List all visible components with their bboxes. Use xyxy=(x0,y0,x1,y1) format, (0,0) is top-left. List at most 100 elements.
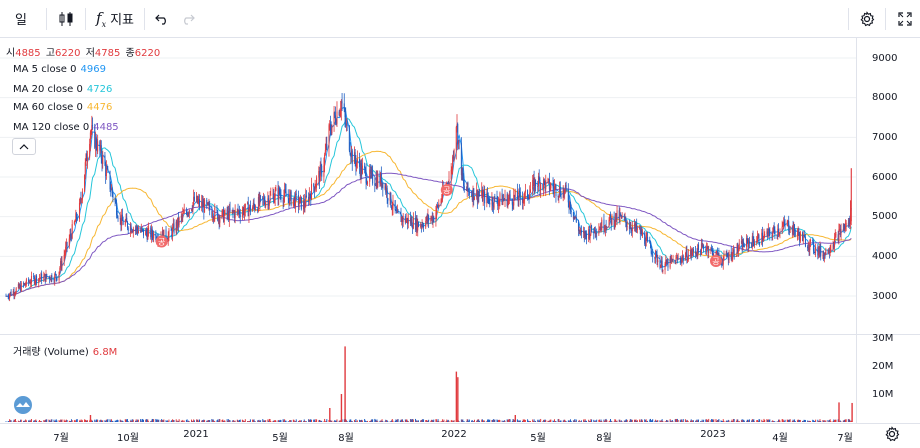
candle-body xyxy=(99,141,101,151)
candle-body xyxy=(81,199,83,201)
candle-body xyxy=(219,218,221,223)
volume-bar xyxy=(391,419,393,422)
candle-body xyxy=(387,198,389,201)
volume-bar xyxy=(386,420,388,422)
tradingview-logo-icon[interactable] xyxy=(12,396,34,414)
volume-bar xyxy=(675,418,677,422)
volume-bar xyxy=(715,419,717,422)
candle-body xyxy=(426,216,428,222)
candle-body xyxy=(91,125,93,132)
candle-body xyxy=(452,156,454,159)
candle-body xyxy=(421,224,423,227)
volume-bar xyxy=(558,418,560,422)
volume-bar xyxy=(851,402,853,422)
volume-bar xyxy=(519,420,521,422)
candle-body xyxy=(743,246,745,248)
candle-body xyxy=(298,203,300,206)
volume-bar xyxy=(237,420,239,422)
volume-bar xyxy=(191,421,193,422)
volume-bar xyxy=(372,419,374,422)
volume-bar xyxy=(264,420,266,422)
settings-button[interactable] xyxy=(853,0,881,38)
candle-body xyxy=(681,258,683,262)
candle-body xyxy=(135,226,137,230)
candle-body xyxy=(610,217,612,225)
volume-bar xyxy=(290,420,292,422)
volume-bar xyxy=(51,419,53,422)
volume-bar xyxy=(850,420,852,422)
interval-button[interactable]: 일 xyxy=(0,0,42,38)
volume-bar xyxy=(228,419,230,422)
candle-body xyxy=(537,176,539,187)
indicators-button[interactable]: fx 지표 xyxy=(90,0,140,38)
volume-bar xyxy=(603,419,605,422)
volume-bar xyxy=(718,419,720,422)
candle-body xyxy=(726,253,728,257)
volume-bar xyxy=(487,419,489,422)
candle-body xyxy=(494,196,496,198)
candle-body xyxy=(223,214,225,222)
volume-bar xyxy=(310,419,312,422)
volume-bar xyxy=(512,419,514,422)
volume-bar xyxy=(320,420,322,422)
volume-bar xyxy=(488,420,490,422)
collapse-legend-button[interactable] xyxy=(12,138,36,155)
price-tick: 8000 xyxy=(872,92,898,103)
volume-tick: 10M xyxy=(872,389,894,400)
volume-value: 6.8M xyxy=(92,347,118,358)
ma60-legend[interactable]: MA 60 close 0 4476 xyxy=(13,102,112,113)
volume-bar xyxy=(156,419,158,422)
volume-bar xyxy=(686,419,688,422)
ma20-legend[interactable]: MA 20 close 0 4726 xyxy=(13,84,112,95)
candle-body xyxy=(570,210,572,213)
volume-legend[interactable]: 거래량 (Volume) 6.8M xyxy=(13,343,117,358)
chart-type-button[interactable] xyxy=(51,0,81,38)
volume-bar xyxy=(585,420,587,422)
candle-body xyxy=(674,260,676,264)
volume-bar xyxy=(213,420,215,422)
redo-button[interactable] xyxy=(175,0,201,38)
candle-body xyxy=(618,210,620,220)
candle-body xyxy=(440,200,442,204)
candle-body xyxy=(625,222,627,228)
candle-body xyxy=(624,217,626,219)
volume-bar xyxy=(489,419,491,422)
candle-body xyxy=(288,198,290,205)
candle-body xyxy=(415,217,417,230)
volume-bar xyxy=(314,421,316,422)
volume-bar xyxy=(193,419,195,422)
candle-body xyxy=(300,196,302,198)
candle-body xyxy=(422,224,424,227)
candle-body xyxy=(702,245,704,247)
volume-bar xyxy=(798,420,800,422)
volume-bar xyxy=(431,419,433,422)
candle-body xyxy=(462,168,464,180)
volume-bar xyxy=(417,421,419,422)
ma120-legend[interactable]: MA 120 close 0 4485 xyxy=(13,122,119,133)
candle-body xyxy=(479,195,481,197)
volume-bar xyxy=(732,418,734,422)
ma5-legend[interactable]: MA 5 close 0 4969 xyxy=(13,64,106,75)
candle-body xyxy=(212,217,214,220)
undo-button[interactable] xyxy=(149,0,175,38)
volume-bar xyxy=(106,420,108,422)
volume-bar xyxy=(248,421,250,422)
volume-bar xyxy=(827,419,829,422)
volume-bar xyxy=(252,419,254,422)
candle-body xyxy=(249,205,251,210)
volume-bar xyxy=(192,420,194,422)
volume-bar xyxy=(269,419,271,422)
volume-bar xyxy=(665,421,667,422)
candle-body xyxy=(354,152,356,162)
volume-bar xyxy=(437,419,439,422)
candle-body xyxy=(55,274,57,278)
volume-bar xyxy=(153,419,155,422)
candle-body xyxy=(675,257,677,264)
gear-icon[interactable] xyxy=(884,426,900,442)
candle-body xyxy=(43,275,45,281)
candle-body xyxy=(102,155,104,164)
candle-body xyxy=(823,254,825,260)
candle-body xyxy=(255,209,257,210)
fullscreen-button[interactable] xyxy=(890,0,920,38)
